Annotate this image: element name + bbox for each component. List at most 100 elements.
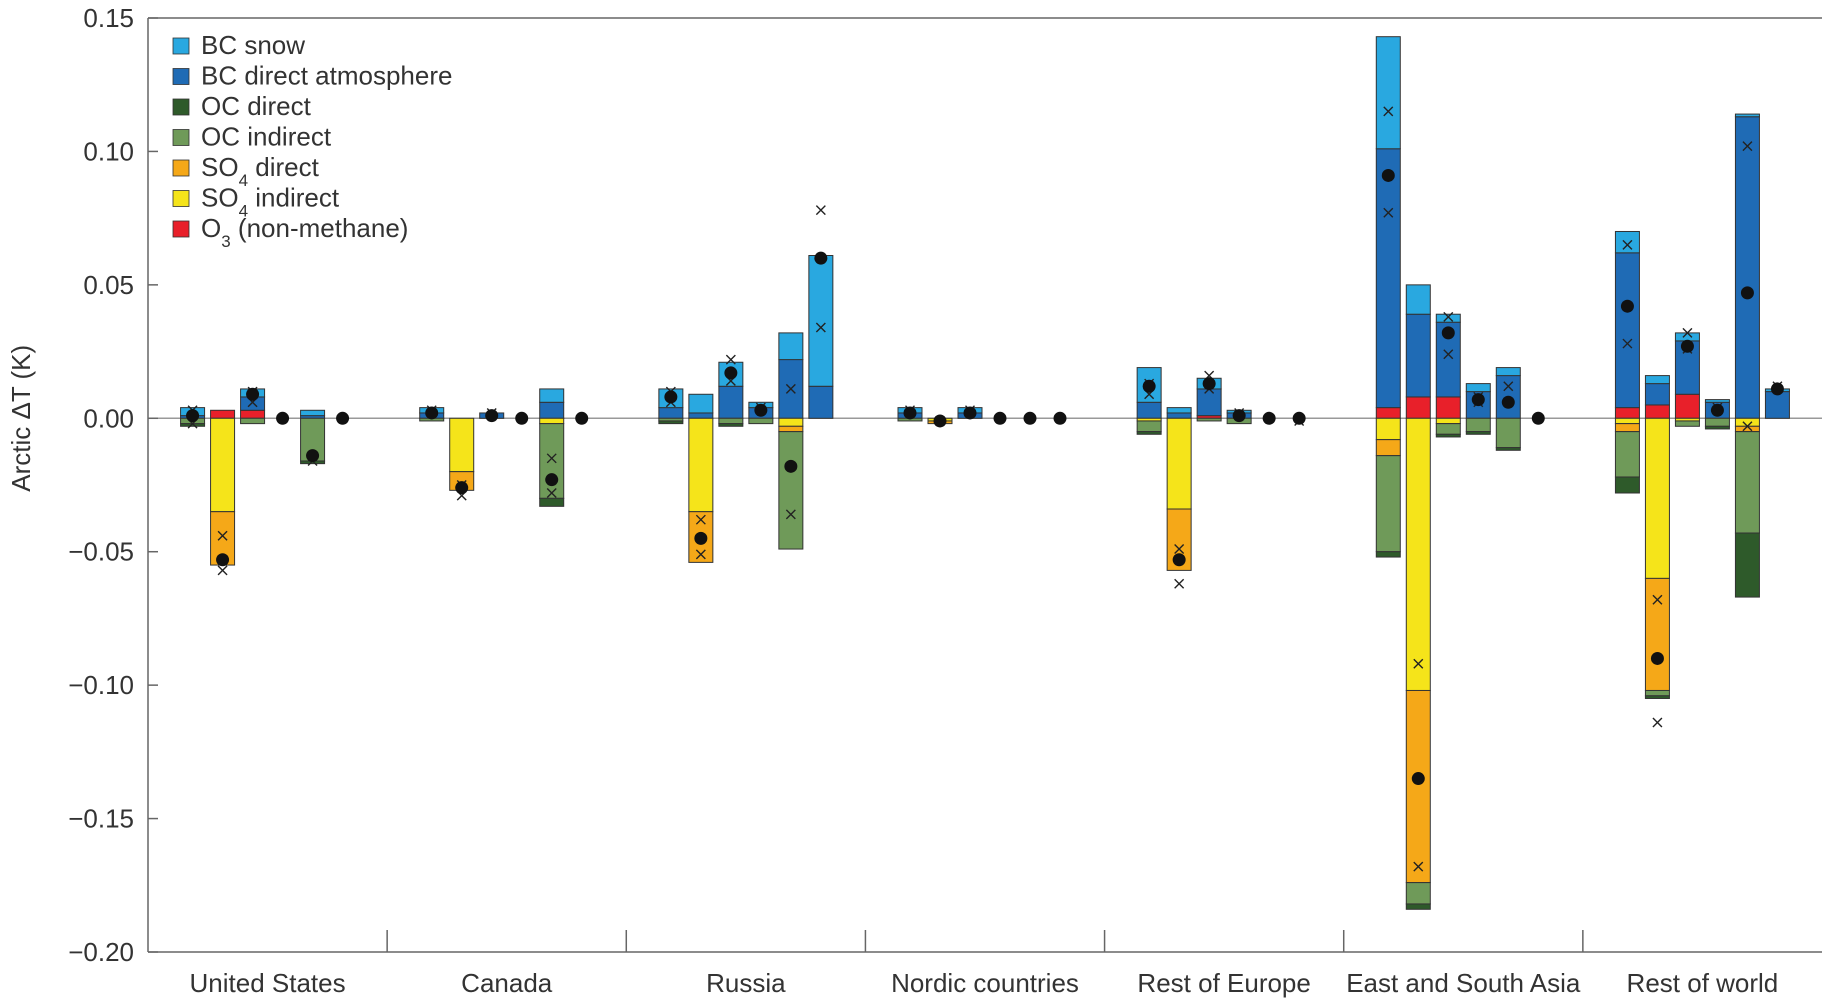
bar-segment [658, 420, 684, 425]
bar-segment [1734, 116, 1760, 419]
legend-swatch-bc_snow [172, 37, 190, 55]
net-effect-dot-marker [515, 411, 529, 425]
legend-label-bc_atm: BC direct atmosphere [201, 61, 452, 91]
uncertainty-cross-marker [695, 514, 706, 525]
net-effect-dot-marker [784, 459, 798, 473]
bar-segment [718, 385, 744, 419]
bar-segment [1405, 417, 1431, 691]
uncertainty-cross-marker [1622, 239, 1633, 250]
net-effect-dot-marker [1620, 299, 1634, 313]
x-axis: United States Canada Russia Nordic countrie… [190, 930, 1779, 998]
bar-segment [1405, 689, 1431, 884]
bar-segment [1136, 431, 1162, 435]
bar-segment [808, 255, 834, 387]
bar-segment [1405, 882, 1431, 905]
legend-swatch-o3 [172, 220, 190, 238]
y-tick-label: −0.20 [68, 937, 134, 967]
net-effect-dot-marker [963, 406, 977, 420]
bar-segment [1435, 423, 1461, 435]
bar-segment [1375, 417, 1401, 441]
net-effect-dot-marker [1441, 326, 1455, 340]
uncertainty-cross-marker [785, 509, 796, 520]
bar-segment [718, 423, 744, 427]
uncertainty-cross-marker [1443, 311, 1454, 322]
legend-label-bc_snow: BC snow [201, 30, 305, 60]
net-effect-dot-marker [216, 553, 230, 567]
category-label: Russia [706, 968, 786, 998]
net-effect-dot-marker [186, 409, 200, 423]
uncertainty-cross-marker [1503, 381, 1514, 392]
uncertainty-cross-marker [725, 354, 736, 365]
category-label: Rest of world [1627, 968, 1779, 998]
net-effect-dot-marker [1142, 379, 1156, 393]
net-effect-dot-marker [1501, 395, 1515, 409]
bar-segment [1614, 423, 1640, 433]
bar-segment [539, 388, 565, 403]
bar-segment [688, 393, 714, 414]
bar-segment [1465, 417, 1491, 433]
net-effect-dot-marker [1411, 772, 1425, 786]
net-effect-dot-marker [1471, 393, 1485, 407]
bar-segment [1375, 551, 1401, 558]
legend-swatch-oc_dir [172, 98, 190, 116]
markers [186, 106, 1784, 872]
net-effect-dot-marker [246, 387, 260, 401]
bar-segment [240, 417, 266, 425]
net-effect-dot-marker [575, 411, 589, 425]
bar-segment [300, 409, 326, 417]
category-label: Rest of Europe [1137, 968, 1310, 998]
bar-segment [748, 417, 774, 425]
net-effect-dot-marker [1292, 411, 1306, 425]
category-label: East and South Asia [1346, 968, 1581, 998]
net-effect-dot-marker [1262, 411, 1276, 425]
bar-segment [1166, 407, 1192, 414]
uncertainty-cross-marker [785, 383, 796, 394]
net-effect-dot-marker [754, 403, 768, 417]
bar-segment [1734, 431, 1760, 534]
bar-segment [718, 417, 744, 425]
bar-segment [1405, 903, 1431, 910]
bar-segment [808, 385, 834, 419]
uncertainty-cross-marker [546, 453, 557, 464]
net-effect-dot-marker [993, 411, 1007, 425]
bar-segment [778, 425, 804, 433]
bar-segment [1674, 332, 1700, 342]
bar-segment [1644, 404, 1670, 419]
bar-segment [1764, 391, 1790, 419]
net-effect-dot-marker [1381, 168, 1395, 182]
bar-segment [778, 417, 804, 427]
uncertainty-cross-marker [1742, 141, 1753, 152]
bar-segment [1405, 396, 1431, 419]
net-effect-dot-marker [1650, 651, 1664, 665]
net-effect-dot-marker [545, 473, 559, 487]
uncertainty-cross-marker [1174, 578, 1185, 589]
net-effect-dot-marker [1202, 377, 1216, 391]
bar-segment [1614, 230, 1640, 254]
bar-segment [1614, 407, 1640, 419]
uncertainty-cross-marker [1383, 207, 1394, 218]
net-effect-dot-marker [1053, 411, 1067, 425]
legend-label-o3: O3 (non-methane) [201, 213, 408, 251]
category-label: United States [190, 968, 346, 998]
bar-segment [1614, 476, 1640, 494]
legend-swatch-so4_dir [172, 159, 190, 177]
bar-segment [1734, 113, 1760, 118]
bar-segment [1644, 689, 1670, 697]
y-tick-label: 0.05 [83, 270, 134, 300]
net-effect-dot-marker [1710, 403, 1724, 417]
y-tick-label: 0.00 [83, 403, 134, 433]
bar-segment [778, 332, 804, 361]
bar-segment [1435, 417, 1461, 425]
legend-label-oc_ind: OC indirect [201, 122, 332, 152]
bar-segment [1614, 431, 1640, 478]
bar-segment [539, 417, 565, 425]
bar-stacks [180, 36, 1790, 910]
bar-segment [1495, 367, 1521, 377]
bar-segment [449, 417, 475, 473]
bar-segment [240, 409, 266, 419]
y-axis: 0.15 0.10 0.05 0.00 −0.05 −0.10 −0.15 −0.20 [68, 3, 1822, 967]
bar-segment [1644, 577, 1670, 691]
net-effect-dot-marker [1531, 411, 1545, 425]
bar-segment [1375, 455, 1401, 553]
